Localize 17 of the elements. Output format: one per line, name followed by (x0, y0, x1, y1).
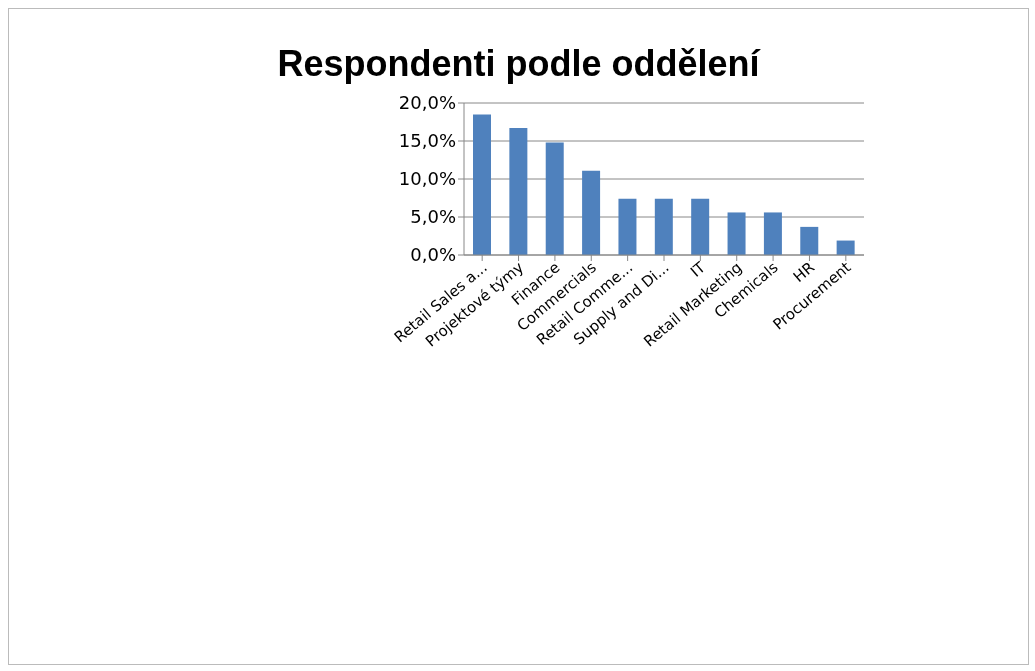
y-tick-label: 10,0% (398, 168, 456, 190)
bar (691, 198, 710, 255)
bar (545, 142, 564, 255)
bar (582, 170, 601, 255)
y-tick-label: 0,0% (410, 244, 456, 266)
y-tick-label: 5,0% (410, 206, 456, 228)
bar (727, 212, 746, 255)
bar (763, 212, 782, 255)
bar (800, 226, 819, 255)
bar (509, 128, 528, 255)
bar (618, 198, 637, 255)
y-tick-label: 20,0% (398, 92, 456, 114)
bar (654, 198, 673, 255)
bar (836, 240, 855, 255)
bar (473, 114, 491, 255)
chart-title: Respondenti podle oddělení (276, 43, 762, 85)
y-tick-label: 15,0% (398, 130, 456, 152)
